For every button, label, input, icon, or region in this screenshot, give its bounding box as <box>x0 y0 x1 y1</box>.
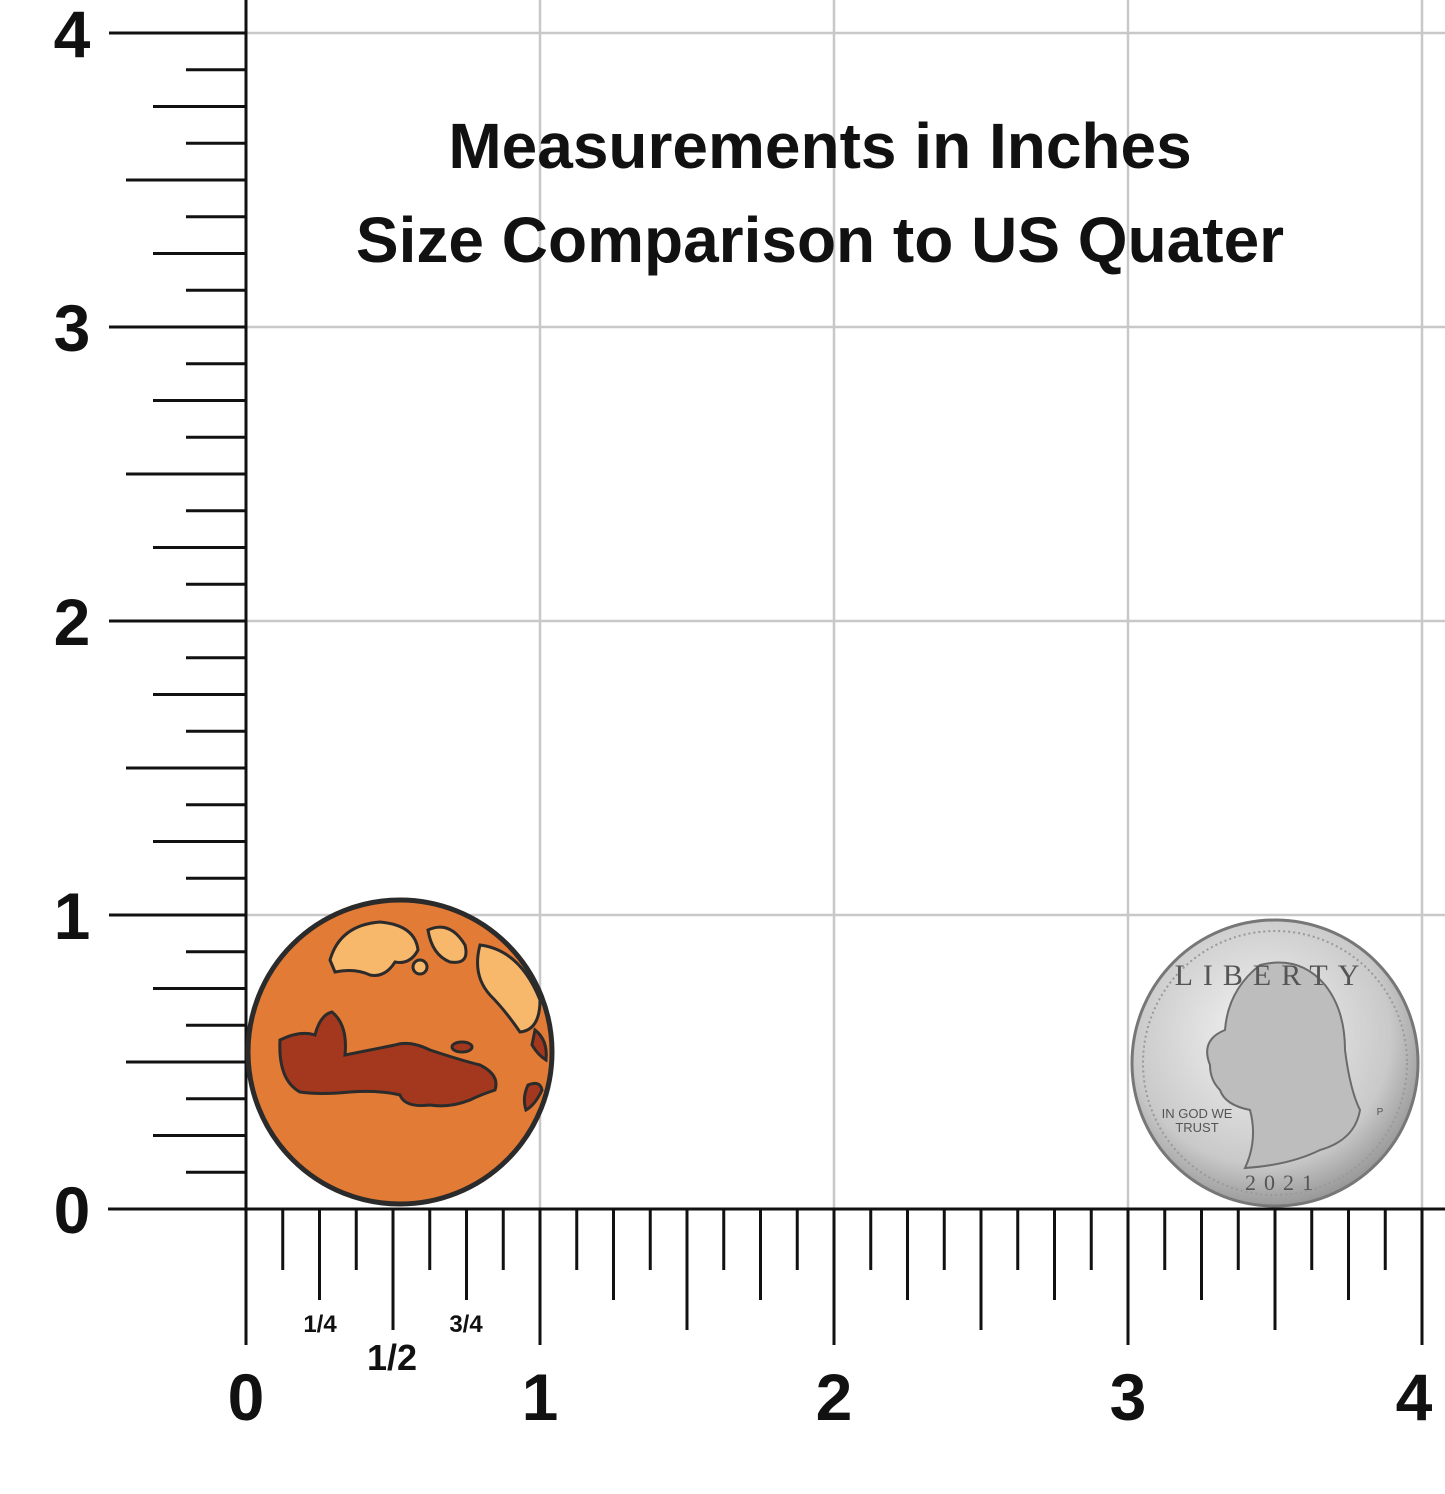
mars-pin <box>245 897 555 1207</box>
y-tick-label: 3 <box>54 291 91 365</box>
coin-text: TRUST <box>1175 1120 1218 1135</box>
fraction-label: 3/4 <box>449 1311 483 1338</box>
x-tick-label: 3 <box>1110 1360 1147 1434</box>
coin-text: LIBERTY <box>1175 959 1370 992</box>
rulers <box>108 0 1445 1345</box>
y-tick-label: 0 <box>54 1173 91 1247</box>
x-tick-label: 0 <box>228 1360 265 1434</box>
x-tick-label: 2 <box>816 1360 853 1434</box>
axis-labels: 0 1 2 3 4 0 1 2 3 4 1/4 1/2 3/4 <box>54 0 1433 1434</box>
title-line: Measurements in Inches <box>448 110 1191 182</box>
fraction-label: 1/4 <box>303 1311 337 1338</box>
fraction-label: 1/2 <box>367 1337 417 1378</box>
y-tick-label: 1 <box>54 879 91 953</box>
coin-text: 2021 <box>1245 1170 1321 1195</box>
y-tick-label: 4 <box>54 0 91 71</box>
y-tick-label: 2 <box>54 585 91 659</box>
x-tick-label: 1 <box>522 1360 559 1434</box>
coin-text: IN GOD WE <box>1162 1106 1233 1121</box>
us-quarter: LIBERTY IN GOD WE TRUST P 2021 <box>1130 918 1420 1208</box>
x-tick-label: 4 <box>1396 1360 1433 1434</box>
title-line: Size Comparison to US Quater <box>356 204 1284 276</box>
coin-text: P <box>1377 1107 1384 1118</box>
